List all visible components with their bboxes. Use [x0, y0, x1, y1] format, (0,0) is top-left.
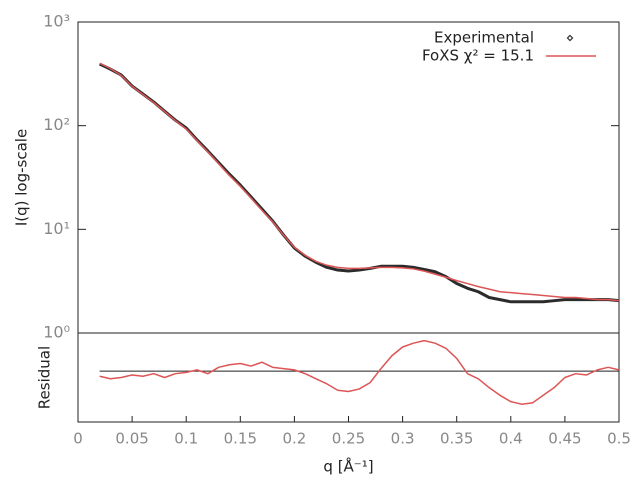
y-tick-label: 10³ [43, 12, 70, 31]
x-tick-label: 0.15 [224, 430, 257, 448]
experimental-points [99, 62, 620, 304]
y-axis-label: I(q) log-scale [13, 129, 31, 226]
x-tick-label: 0.5 [607, 430, 631, 448]
plot-frame [77, 21, 620, 334]
y-tick-label: 10² [43, 115, 70, 134]
legend-label: FoXS χ² = 15.1 [422, 47, 534, 65]
legend-symbol [566, 34, 574, 42]
x-tick-label: 0.1 [174, 430, 198, 448]
x-tick-label: 0.25 [332, 430, 365, 448]
x-tick-label: 0.05 [115, 430, 148, 448]
plot-frame [77, 332, 620, 423]
x-axis-label: q [Å⁻¹] [323, 457, 373, 476]
series-line [99, 62, 620, 302]
x-tick-label: 0.4 [499, 430, 523, 448]
y-tick-label: 10⁰ [43, 323, 70, 342]
legend-label: Experimental [434, 29, 534, 47]
y-tick-label: 10¹ [43, 219, 70, 238]
series-line [99, 339, 620, 405]
x-tick-label: 0 [73, 430, 83, 448]
x-tick-label: 0.45 [548, 430, 581, 448]
x-tick-label: 0.3 [391, 430, 415, 448]
x-tick-label: 0.35 [440, 430, 473, 448]
y-axis-label: Residual [36, 346, 54, 409]
x-tick-label: 0.2 [282, 430, 306, 448]
